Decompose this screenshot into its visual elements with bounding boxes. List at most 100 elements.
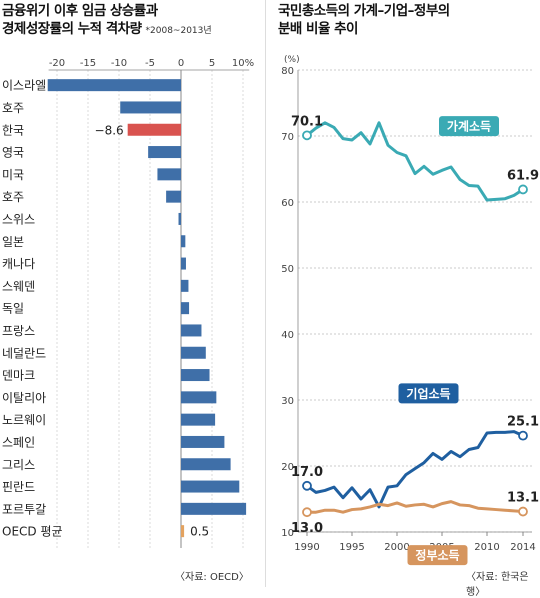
category-label: 노르웨이 [2, 413, 46, 427]
category-label: 네덜란드 [2, 346, 46, 360]
category-label: 프랑스 [2, 324, 35, 338]
series-end-marker [518, 506, 528, 517]
bar [181, 279, 189, 292]
bar [181, 346, 206, 359]
left-title: 금융위기 이후 임금 상승률과 경제성장률의 누적 격차량 *2008~2013년 [2, 2, 212, 40]
bar [157, 168, 181, 181]
panel-divider [265, 0, 266, 587]
bar [181, 302, 190, 315]
category-label: 독일 [2, 302, 24, 316]
bar [181, 435, 225, 448]
category-label: 포르투갈 [2, 502, 46, 516]
right-panel: 국민총소득의 가계–기업–정부의 분배 비율 추이 (%) 10 20 30 40 50 6… [270, 0, 540, 598]
series-line-corporate [306, 430, 524, 509]
series-start-label: 17.0 [291, 465, 323, 480]
x-tick-label: -10 [111, 58, 127, 69]
data-label: 0.5 [190, 525, 209, 539]
x-tick-label: -15 [80, 58, 96, 69]
bar [181, 235, 186, 248]
right-source: 〈자료: 한국은행〉 [466, 572, 529, 598]
y-unit-label: (%) [284, 55, 300, 65]
y-tick-label: 10 [281, 528, 294, 539]
category-label: 호주 [2, 190, 24, 204]
category-label: 미국 [2, 168, 24, 182]
y-tick-label: 50 [281, 264, 294, 275]
category-label: OECD 평균 [2, 525, 63, 539]
x-tick-label: -20 [49, 58, 65, 69]
series-start-marker [302, 480, 312, 491]
category-label: 영국 [2, 146, 24, 160]
data-label: −8.6 [95, 123, 124, 137]
right-title-line2: 분배 비율 추이 [278, 21, 358, 37]
bar [181, 502, 247, 515]
right-title: 국민총소득의 가계–기업–정부의 분배 비율 추이 [278, 2, 450, 38]
left-title-note: *2008~2013년 [145, 26, 212, 36]
category-label: 한국 [2, 123, 24, 137]
legend-badge-government [407, 545, 468, 566]
y-tick-label: 20 [281, 462, 294, 473]
category-label: 핀란드 [2, 480, 35, 494]
x-tick-label: 2014 [510, 542, 535, 553]
x-tick-label: -5 [145, 58, 155, 69]
x-tick-label: 10% [232, 58, 254, 69]
x-tick-label: 1995 [339, 542, 364, 553]
line-chart: (%)1020304050607080199019952000200520102… [281, 55, 539, 566]
y-tick-label: 30 [281, 396, 294, 407]
category-label: 일본 [2, 235, 24, 249]
category-label: 스페인 [2, 435, 35, 449]
category-label: 그리스 [2, 458, 35, 472]
x-tick-label: 2010 [474, 542, 499, 553]
category-label: 캐나다 [2, 257, 35, 271]
bar [181, 391, 217, 404]
bar [181, 480, 240, 493]
legend-badge-label: 정부소득 [415, 548, 459, 563]
bar [181, 458, 231, 471]
y-tick-label: 80 [281, 66, 294, 77]
series-line-household [306, 121, 524, 202]
series-start-label: 70.1 [291, 114, 323, 129]
category-label: 이스라엘 [2, 79, 46, 93]
legend-badge-label: 가계소득 [447, 119, 491, 134]
bar [181, 413, 216, 426]
left-title-line1: 금융위기 이후 임금 상승률과 [2, 3, 158, 19]
category-label: 덴마크 [2, 369, 35, 383]
bar [181, 324, 202, 337]
series-end-label: 25.1 [507, 415, 539, 430]
bar [120, 101, 181, 114]
series-end-marker [518, 184, 528, 195]
right-title-line1: 국민총소득의 가계–기업–정부의 [278, 3, 450, 19]
bar [127, 123, 181, 136]
bar-chart: -20 -15 -10 -5 0 5 10%이스라엘호주한국영국미국호주스위스일본캐나다스웨… [2, 58, 254, 548]
left-title-line2-row: 경제성장률의 누적 격차량 *2008~2013년 [2, 20, 212, 40]
category-label: 스위스 [2, 212, 35, 226]
x-tick-label: 1990 [294, 542, 319, 553]
y-tick-label: 70 [281, 132, 294, 143]
left-source: 〈자료: OECD〉 [175, 572, 249, 583]
x-tick-label: 5 [209, 58, 215, 69]
category-label: 이탈리아 [2, 391, 46, 405]
left-title-line2: 경제성장률의 누적 격차량 [2, 21, 142, 37]
x-tick-label: 2000 [384, 542, 409, 553]
y-tick-label: 60 [281, 198, 294, 209]
series-start-marker [302, 130, 312, 141]
category-label: 스웨덴 [2, 279, 35, 293]
series-end-label: 61.9 [507, 168, 539, 183]
series-end-label: 13.1 [507, 491, 539, 506]
bar [47, 79, 182, 92]
legend-badge-household [439, 116, 499, 137]
legend-badge-corporate [398, 383, 459, 404]
legend-badge-label: 기업소득 [406, 386, 450, 401]
y-tick-label: 40 [281, 330, 294, 341]
series-line-government [307, 500, 524, 514]
bar [181, 369, 210, 382]
series-start-marker [302, 507, 312, 518]
bar [148, 146, 181, 159]
left-panel: 금융위기 이후 임금 상승률과 경제성장률의 누적 격차량 *2008~2013년… [0, 0, 262, 587]
bar [181, 525, 185, 538]
series-end-marker [518, 430, 528, 441]
bar [181, 257, 186, 270]
x-tick-label: 0 [178, 58, 184, 69]
category-label: 호주 [2, 101, 24, 115]
series-start-label: 13.0 [291, 521, 323, 536]
bar [178, 212, 181, 225]
